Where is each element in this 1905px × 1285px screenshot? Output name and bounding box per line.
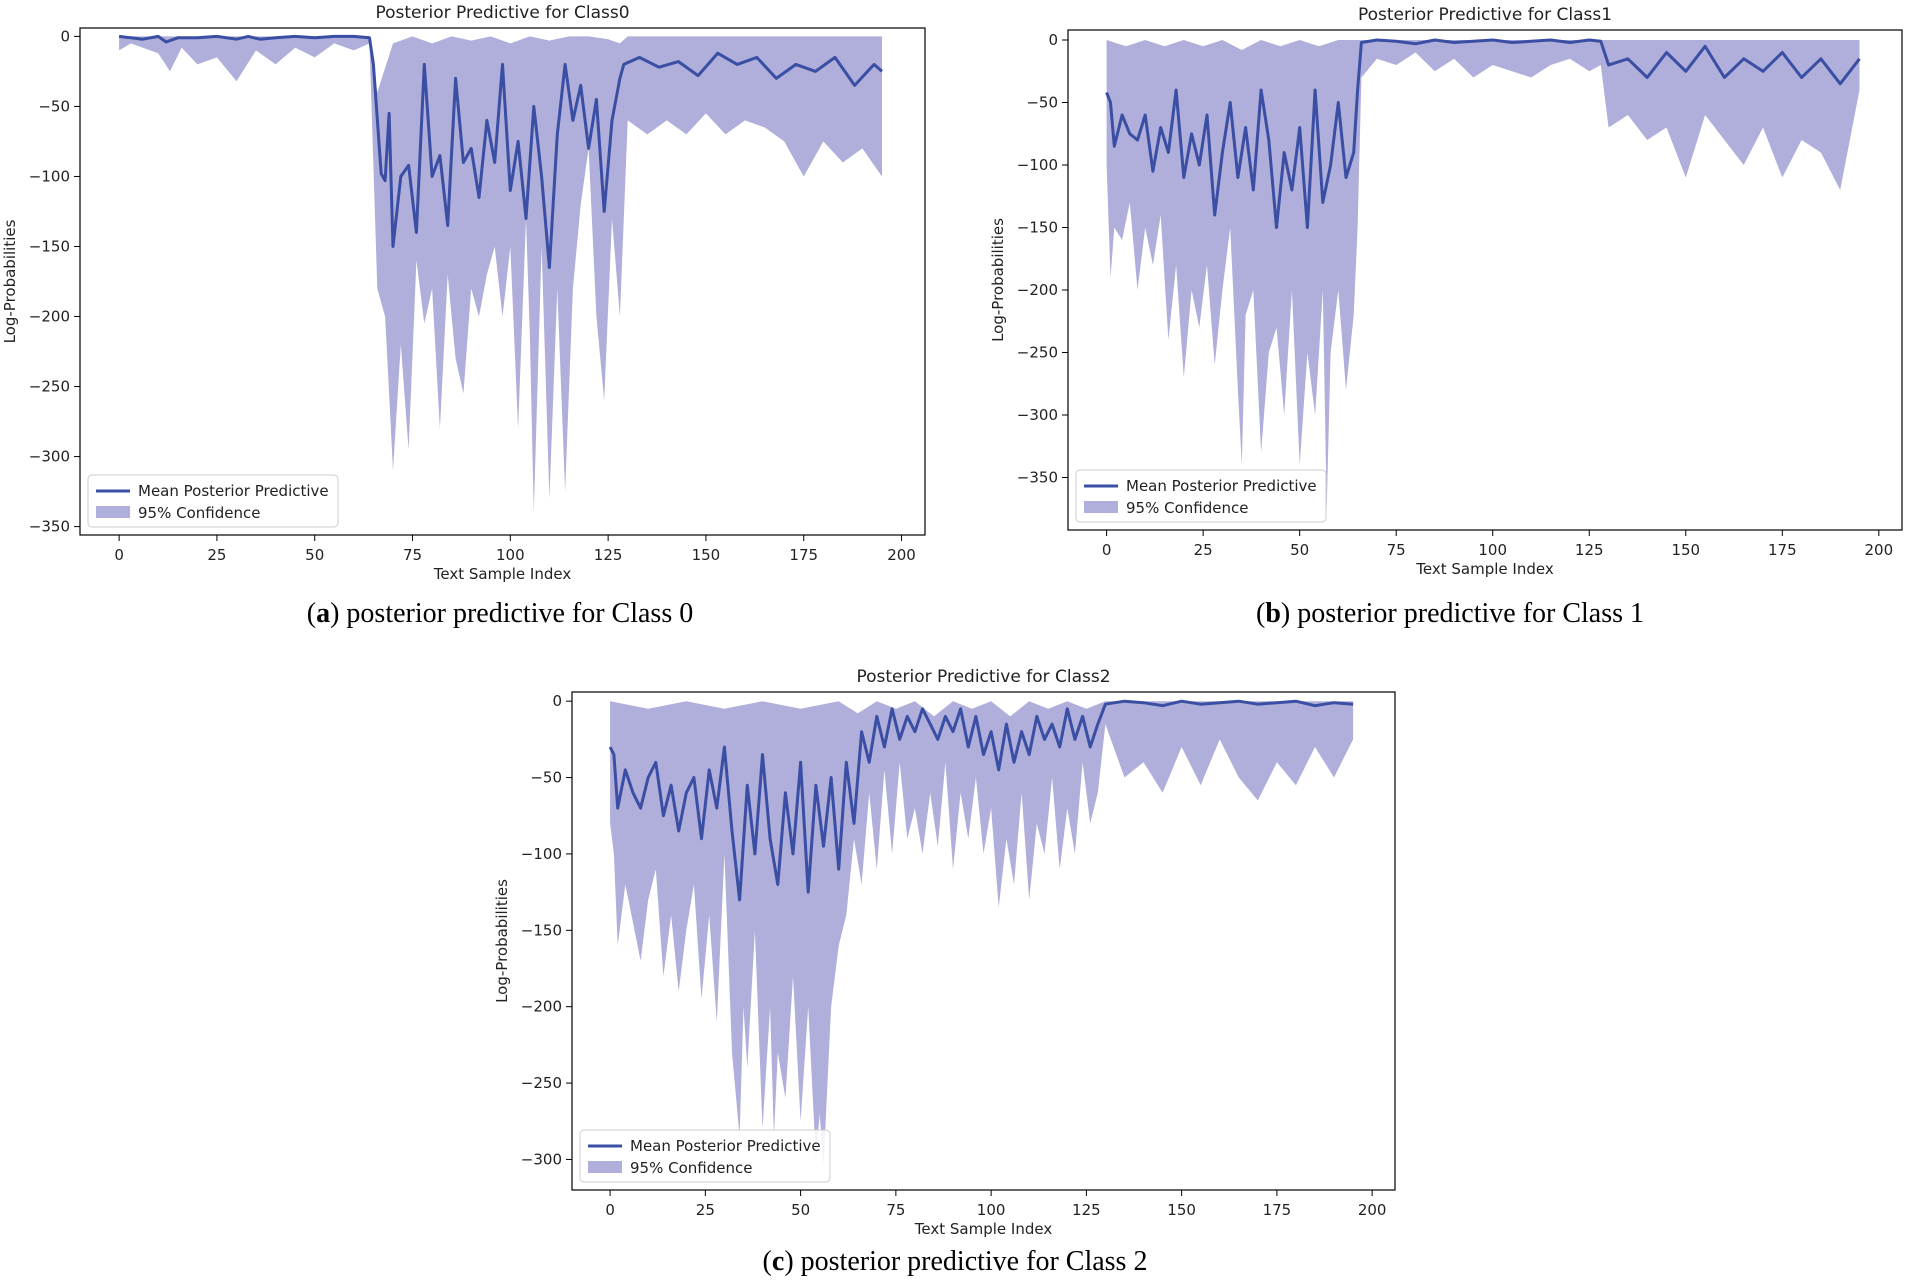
y-tick-label: −150 (29, 237, 70, 255)
y-axis-label: Log-Probabilities (493, 879, 511, 1003)
mean-line (608, 699, 1354, 902)
chart-2: 0 25 50 75 100 125 150 175 200 0 −50 −100 −150 −200 −2… (493, 667, 1396, 1238)
y-tick-label: −100 (1017, 156, 1058, 174)
y-axis-label: Log-Probabilities (1, 219, 19, 343)
y-tick-label: −350 (1017, 469, 1058, 487)
y-tick-label: −350 (29, 518, 70, 536)
legend-box (1075, 469, 1327, 523)
x-tick-label: 50 (305, 546, 324, 564)
axes-frame (571, 691, 1396, 1191)
x-tick-label: 75 (403, 546, 422, 564)
axes-frame (1067, 29, 1903, 531)
y-tick-label: 0 (60, 27, 70, 45)
chart-title: Posterior Predictive for Class1 (1358, 5, 1612, 25)
x-tick-label: 150 (1167, 1201, 1196, 1219)
caption-a: (a) posterior predictive for Class 0 (306, 598, 694, 629)
x-tick-label: 75 (886, 1201, 905, 1219)
legend-mean-label: Mean Posterior Predictive (138, 482, 329, 500)
x-tick-label: 25 (1194, 541, 1213, 559)
caption-b-text: ) posterior predictive for Class 1 (1280, 598, 1645, 629)
x-tick-label: 125 (1072, 1201, 1101, 1219)
y-tick-label: −300 (521, 1150, 562, 1168)
x-tick-label: 125 (1575, 541, 1604, 559)
y-tick-label: −100 (521, 845, 562, 863)
legend-ci-label: 95% Confidence (1126, 499, 1248, 517)
x-tick-label: 200 (887, 546, 916, 564)
caption-c-text: ) posterior predictive for Class 2 (784, 1246, 1148, 1277)
y-tick-label: 0 (1048, 31, 1058, 49)
legend-ci-label: 95% Confidence (630, 1159, 752, 1177)
x-tick-label: 175 (1263, 1201, 1292, 1219)
caption-a-letter: a (316, 598, 331, 629)
axes-frame (79, 27, 926, 536)
chart-title: Posterior Predictive for Class0 (375, 3, 629, 23)
y-tick-label: −200 (29, 308, 70, 326)
legend-band-swatch (588, 1161, 622, 1173)
x-axis-label: Text Sample Index (433, 565, 572, 583)
chart-0: 0 25 50 75 100 125 150 175 200 0 −50 −100 −150 −200 −2… (1, 3, 926, 583)
legend-band-swatch (96, 506, 130, 518)
mean-line (118, 34, 883, 269)
y-tick-label: −250 (521, 1074, 562, 1092)
x-tick-label: 150 (1671, 541, 1700, 559)
caption-a-text: ) posterior predictive for Class 0 (330, 598, 694, 629)
mean-line (1105, 38, 1861, 229)
legend-ci-label: 95% Confidence (138, 504, 260, 522)
chart-title: Posterior Predictive for Class2 (856, 667, 1110, 687)
x-tick-label: 25 (207, 546, 226, 564)
caption-c-letter: c (771, 1246, 785, 1277)
x-tick-label: 0 (1102, 541, 1112, 559)
ci-band (1106, 40, 1860, 509)
y-axis-label: Log-Probabilities (989, 218, 1007, 342)
y-tick-label: −50 (1026, 94, 1058, 112)
y-tick-label: −50 (530, 769, 562, 787)
legend-mean-label: Mean Posterior Predictive (1126, 477, 1317, 495)
x-tick-label: 125 (594, 546, 623, 564)
x-tick-label: 75 (1387, 541, 1406, 559)
y-tick-label: −200 (521, 998, 562, 1016)
y-tick-label: −300 (29, 448, 70, 466)
x-tick-label: 175 (789, 546, 818, 564)
y-tick-label: −250 (1017, 344, 1058, 362)
caption-b-letter: b (1265, 598, 1281, 629)
y-tick-label: −50 (38, 97, 70, 115)
x-tick-label: 50 (791, 1201, 810, 1219)
x-tick-label: 200 (1865, 541, 1894, 559)
x-tick-label: 100 (977, 1201, 1006, 1219)
legend-mean-label: Mean Posterior Predictive (630, 1137, 821, 1155)
legend-box (87, 474, 339, 528)
x-tick-label: 100 (1478, 541, 1507, 559)
y-tick-label: −300 (1017, 406, 1058, 424)
x-tick-label: 200 (1358, 1201, 1387, 1219)
x-tick-label: 0 (605, 1201, 615, 1219)
y-tick-label: −150 (1017, 219, 1058, 237)
x-tick-label: 50 (1290, 541, 1309, 559)
x-tick-label: 25 (696, 1201, 715, 1219)
caption-b: (b) posterior predictive for Class 1 (1255, 598, 1645, 629)
x-tick-label: 100 (496, 546, 525, 564)
x-tick-label: 175 (1768, 541, 1797, 559)
legend-box (579, 1129, 831, 1183)
x-axis-label: Text Sample Index (1415, 560, 1554, 578)
legend-band-swatch (1084, 501, 1118, 513)
y-tick-label: −100 (29, 167, 70, 185)
chart-1: 0 25 50 75 100 125 150 175 200 0 −50 −100 −150 −200 −2… (989, 5, 1903, 578)
y-tick-label: 0 (552, 692, 562, 710)
x-axis-label: Text Sample Index (914, 1220, 1053, 1238)
y-tick-label: −200 (1017, 281, 1058, 299)
y-tick-label: −150 (521, 921, 562, 939)
ci-band (119, 36, 883, 513)
x-tick-label: 0 (114, 546, 124, 564)
caption-c: (c) posterior predictive for Class 2 (762, 1246, 1148, 1277)
x-tick-label: 150 (692, 546, 721, 564)
y-tick-label: −250 (29, 378, 70, 396)
